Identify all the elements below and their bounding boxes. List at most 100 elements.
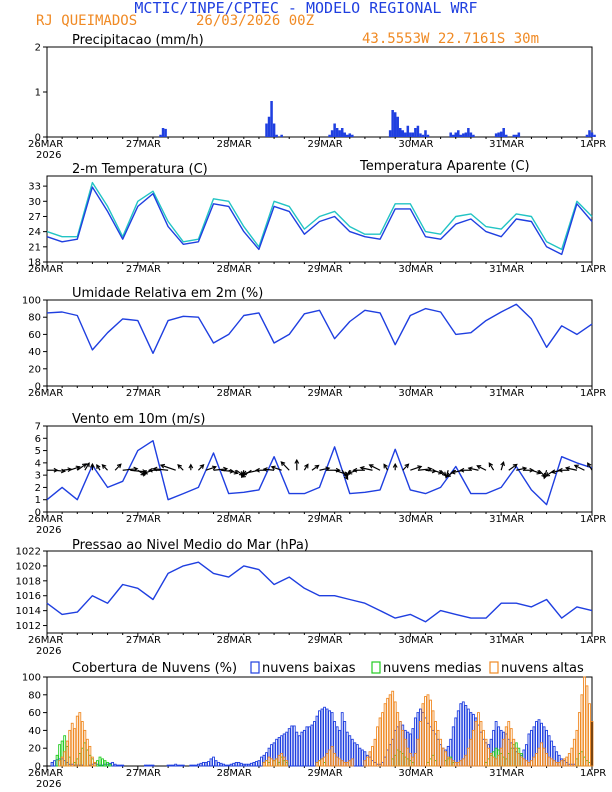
cloud-bar-orange xyxy=(262,761,266,767)
x-tick-label: 29MAR xyxy=(308,514,343,525)
legend-swatch-mid xyxy=(371,661,381,674)
precip-bar xyxy=(416,125,420,137)
cloud-bar-green xyxy=(96,760,99,767)
cloud-bar-blue xyxy=(181,764,185,767)
precip-bar xyxy=(161,128,165,137)
cloud-bar-orange xyxy=(325,753,329,767)
y-tick-label: 5 xyxy=(35,446,41,457)
wind-barb-head xyxy=(343,475,349,481)
precip-bar xyxy=(494,133,498,137)
cloud-bar-orange xyxy=(83,729,87,767)
cloud-bar-orange xyxy=(391,690,395,767)
cloud-bar-blue xyxy=(295,731,299,767)
precip-bar xyxy=(469,132,473,137)
cloud-bar-blue xyxy=(454,717,458,767)
station-name: RJ QUEIMADOS xyxy=(36,13,137,29)
wind-barb-head xyxy=(587,462,592,468)
wind-barb xyxy=(197,464,205,471)
cloud-bar-blue xyxy=(191,764,195,767)
cloud-bar-orange xyxy=(272,760,276,767)
cloud-bar-orange xyxy=(487,747,490,767)
cloud-bar-blue xyxy=(174,763,178,767)
cloud-bar-orange xyxy=(91,756,94,767)
x-tick-label: 28MAR xyxy=(217,139,252,150)
wind-barb xyxy=(228,469,238,474)
wind-barb-head xyxy=(159,463,165,469)
cloud-bar-blue xyxy=(290,725,294,767)
cloud-bar-orange xyxy=(577,712,581,767)
precip-bar xyxy=(472,134,475,137)
wind-barb-head xyxy=(450,469,456,475)
wind-barb xyxy=(417,468,432,471)
y-tick-label: 27 xyxy=(28,212,41,223)
panel-titles: Precipitacao (mm/h) 2-m Temperatura (C) … xyxy=(72,33,309,676)
y-tick-label: 24 xyxy=(28,227,41,238)
cloud-bar-blue xyxy=(244,763,248,767)
y-tick-label: 20 xyxy=(28,364,41,375)
wind-barb-head xyxy=(467,466,473,472)
cloud-bar-blue xyxy=(176,764,180,767)
wind-barb-head xyxy=(550,469,556,475)
wind-barb xyxy=(122,468,138,471)
precip-bar xyxy=(275,134,278,137)
panel-frame xyxy=(46,550,593,634)
cloud-bar-orange xyxy=(60,756,64,767)
panel-title-pressure: Pressao ao Nivel Medio do Mar (hPa) xyxy=(72,538,309,553)
wind-barb-head xyxy=(347,470,353,475)
x-tick-label: 28MAR xyxy=(217,635,252,646)
precip-bar xyxy=(504,134,508,137)
precip-bar xyxy=(270,101,273,137)
cloud-bar-blue xyxy=(459,703,463,767)
cloud-bar-orange xyxy=(431,710,435,767)
wind-barb xyxy=(280,461,290,471)
precip-bar xyxy=(467,128,470,137)
cloud-bar-orange xyxy=(93,761,97,767)
cloud-bar-orange xyxy=(73,728,77,767)
x-tick-label: 28MAR xyxy=(217,264,252,275)
run-date: 26/03/2026 00Z xyxy=(196,13,314,29)
x-year-label: 2026 xyxy=(36,646,61,657)
cloud-bar-blue xyxy=(320,708,324,767)
wind-barb xyxy=(319,467,330,471)
series-line-blue xyxy=(46,303,593,354)
precip-bar xyxy=(333,123,336,137)
cloud-bar-orange xyxy=(330,745,334,767)
chart-marks xyxy=(46,101,596,767)
cloud-bar-orange xyxy=(65,740,69,767)
precip-bar xyxy=(497,132,500,137)
cloud-bar-orange xyxy=(519,756,523,767)
wind-barb xyxy=(205,466,217,471)
cloud-bar-orange xyxy=(267,756,271,767)
precip-bar xyxy=(406,125,410,137)
cloud-bar-blue xyxy=(199,762,203,767)
wind-barb-head xyxy=(96,464,101,470)
wind-barb-head xyxy=(573,464,579,469)
wind-barb xyxy=(54,469,65,472)
cloud-bar-green xyxy=(101,758,104,767)
cloud-bar-blue xyxy=(224,764,228,767)
cloud-bar-orange xyxy=(403,738,407,767)
cloud-bar-orange xyxy=(474,721,478,767)
y-tick-label: 4 xyxy=(35,458,41,469)
x-year-label: 2026 xyxy=(36,779,61,790)
wind-barb xyxy=(341,469,349,480)
x-tick-label: 27MAR xyxy=(126,514,161,525)
cloud-bar-orange xyxy=(333,753,337,767)
cloud-bar-orange xyxy=(570,747,574,767)
precip-bar xyxy=(409,132,412,137)
precip-bar xyxy=(340,128,344,137)
cloud-bar-orange xyxy=(451,760,455,767)
x-tick-label: 26MAR xyxy=(28,264,63,275)
wind-barb xyxy=(574,464,585,471)
cloud-bar-blue xyxy=(53,760,56,767)
precip-bar xyxy=(398,128,402,137)
wind-barb-head xyxy=(294,458,300,464)
x-tick-label: 27MAR xyxy=(126,768,161,779)
x-tick-label: 1APR xyxy=(580,264,606,275)
wind-barb xyxy=(153,468,169,471)
y-tick-label: 1020 xyxy=(16,561,41,572)
precip-bar xyxy=(414,128,417,137)
cloud-bar-orange xyxy=(381,712,384,767)
y-tick-label: 7 xyxy=(35,422,41,433)
